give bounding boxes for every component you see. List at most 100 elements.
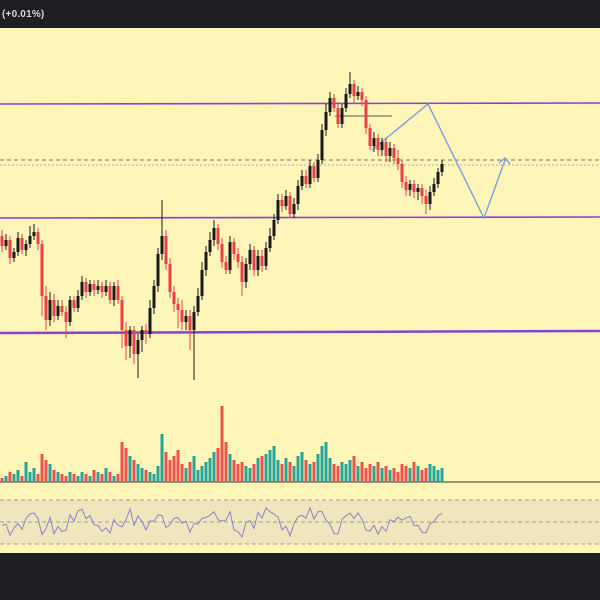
- volume-bar: [340, 462, 344, 482]
- volume-bar: [12, 474, 16, 482]
- volume-bar: [40, 454, 44, 482]
- volume-bar: [436, 470, 440, 482]
- volume-bar: [124, 448, 128, 482]
- candle-body: [336, 108, 340, 124]
- volume-bar: [232, 460, 236, 482]
- candle-body: [76, 296, 80, 308]
- candle-body: [420, 188, 424, 196]
- candle-body: [52, 300, 56, 316]
- volume-bar: [332, 464, 336, 482]
- candle-body: [16, 238, 20, 252]
- candle-body: [328, 98, 332, 112]
- candle-body: [320, 130, 324, 160]
- volume-bar: [272, 446, 276, 482]
- candle-body: [292, 204, 296, 214]
- volume-bar: [72, 474, 76, 482]
- candle-body: [340, 108, 344, 124]
- volume-bar: [268, 450, 272, 482]
- volume-bar: [96, 472, 100, 482]
- volume-bar: [188, 462, 192, 482]
- candle-body: [36, 232, 40, 244]
- candle-body: [304, 176, 308, 184]
- volume-bar: [28, 472, 32, 482]
- volume-bar: [48, 464, 52, 482]
- candle-body: [256, 256, 260, 270]
- level-line: [0, 329, 600, 335]
- candle-body: [312, 166, 316, 178]
- candle-body: [200, 270, 204, 296]
- candle-body: [388, 148, 392, 156]
- candle-body: [124, 330, 128, 346]
- candle-body: [192, 312, 196, 330]
- volume-bar: [288, 462, 292, 482]
- candle-body: [136, 340, 140, 354]
- candle-body: [88, 284, 92, 292]
- candle-body: [404, 182, 408, 190]
- candle-body: [276, 200, 280, 220]
- volume-bar: [104, 468, 108, 482]
- candle-body: [368, 128, 372, 146]
- volume-bar: [348, 460, 352, 482]
- volume-bar: [164, 452, 168, 482]
- candle-body: [180, 310, 184, 322]
- candle-body: [156, 254, 160, 286]
- candle-body: [332, 98, 336, 108]
- candle-body: [372, 138, 376, 146]
- volume-bar: [432, 466, 436, 482]
- candle-body: [308, 166, 312, 184]
- volume-bar: [260, 456, 264, 482]
- candle-body: [428, 192, 432, 204]
- volume-bar: [408, 468, 412, 482]
- volume-bar: [416, 466, 420, 482]
- candle-body: [316, 160, 320, 178]
- volume-bar: [344, 464, 348, 482]
- volume-bar: [412, 462, 416, 482]
- volume-bar: [180, 464, 184, 482]
- candle-body: [416, 188, 420, 192]
- header-change-label: (+0.01%): [2, 9, 45, 20]
- candle-body: [184, 316, 188, 322]
- volume-bar: [184, 468, 188, 482]
- candle-body: [412, 184, 416, 192]
- candle-body: [220, 244, 224, 262]
- volume-bar: [8, 472, 12, 482]
- price-pane-background: [0, 0, 600, 497]
- candle-body: [352, 84, 356, 96]
- volume-bar: [220, 406, 224, 482]
- candle-body: [360, 92, 364, 100]
- volume-bar: [296, 456, 300, 482]
- candle-body: [112, 286, 116, 300]
- candle-body: [8, 240, 12, 258]
- volume-bar: [0, 478, 4, 482]
- candle-body: [84, 282, 88, 292]
- candle-body: [116, 286, 120, 300]
- candle-body: [272, 220, 276, 236]
- volume-bar: [144, 470, 148, 482]
- volume-bar: [380, 468, 384, 482]
- candle-body: [68, 300, 72, 322]
- volume-bar: [4, 476, 8, 482]
- candle-body: [56, 306, 60, 316]
- candle-body: [264, 248, 268, 266]
- candle-body: [120, 300, 124, 330]
- candle-body: [20, 238, 24, 250]
- volume-bar: [396, 472, 400, 482]
- volume-bar: [284, 458, 288, 482]
- candle-body: [424, 196, 428, 204]
- candle-body: [248, 250, 252, 264]
- candle-body: [348, 84, 352, 94]
- candle-body: [108, 286, 112, 300]
- candle-body: [152, 286, 156, 308]
- volume-bar: [36, 474, 40, 482]
- volume-bar: [116, 474, 120, 482]
- candle-body: [40, 244, 44, 296]
- candle-body: [28, 236, 32, 244]
- volume-bar: [276, 460, 280, 482]
- candle-body: [232, 242, 236, 254]
- candle-body: [224, 262, 228, 270]
- candle-body: [80, 282, 84, 296]
- volume-bar: [440, 468, 444, 482]
- candle-body: [212, 228, 216, 240]
